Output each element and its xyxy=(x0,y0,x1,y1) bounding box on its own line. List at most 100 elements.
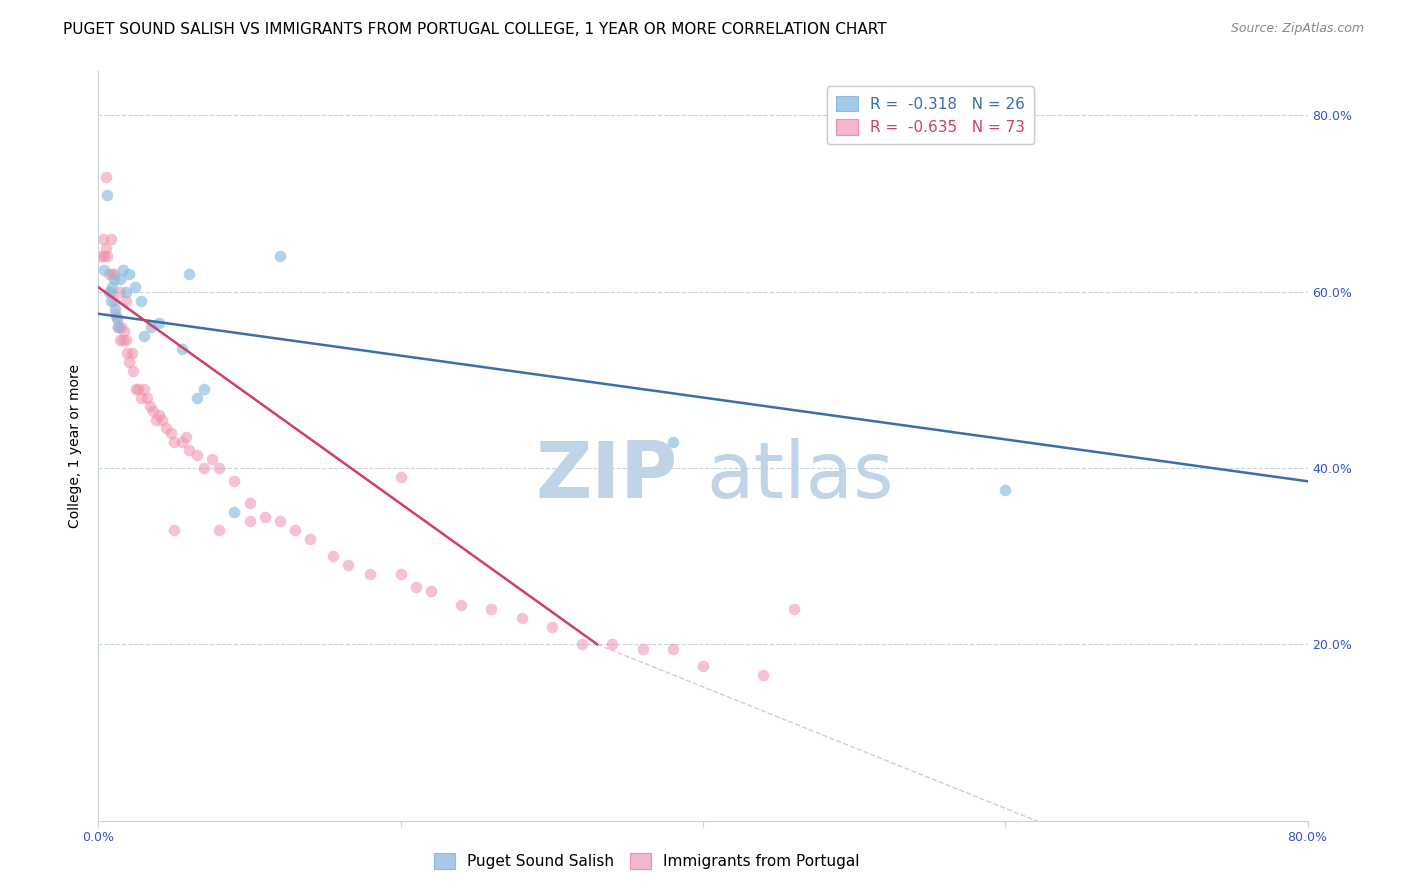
Point xyxy=(118,267,141,281)
Point xyxy=(112,325,135,339)
Point xyxy=(253,509,276,524)
Point xyxy=(100,293,122,308)
Point xyxy=(103,267,125,281)
Point xyxy=(100,285,122,299)
Point xyxy=(389,566,412,581)
Point xyxy=(105,311,128,326)
Point xyxy=(121,346,143,360)
Point xyxy=(93,262,115,277)
Point xyxy=(269,250,291,264)
Point xyxy=(360,566,382,581)
Text: PUGET SOUND SALISH VS IMMIGRANTS FROM PORTUGAL COLLEGE, 1 YEAR OR MORE CORRELATI: PUGET SOUND SALISH VS IMMIGRANTS FROM PO… xyxy=(63,22,887,37)
Point xyxy=(602,637,624,651)
Point xyxy=(170,342,193,356)
Point xyxy=(752,668,775,682)
Point xyxy=(269,514,291,528)
Point xyxy=(208,523,231,537)
Point xyxy=(139,400,162,414)
Point xyxy=(389,470,412,484)
Point xyxy=(101,267,124,281)
Point xyxy=(132,382,155,396)
Point xyxy=(114,285,136,299)
Point xyxy=(148,316,170,330)
Text: atlas: atlas xyxy=(706,438,893,514)
Point xyxy=(125,382,148,396)
Point xyxy=(510,611,533,625)
Point xyxy=(129,293,152,308)
Point xyxy=(193,382,215,396)
Point xyxy=(142,403,165,417)
Point xyxy=(98,267,121,281)
Point xyxy=(994,483,1017,497)
Point xyxy=(299,532,322,546)
Point xyxy=(631,641,654,656)
Point xyxy=(110,320,132,334)
Point xyxy=(115,346,138,360)
Point xyxy=(224,475,246,489)
Point xyxy=(163,523,186,537)
Point xyxy=(91,232,114,246)
Point xyxy=(284,523,307,537)
Point xyxy=(111,333,134,347)
Point xyxy=(193,461,215,475)
Point xyxy=(145,412,167,426)
Point xyxy=(96,250,118,264)
Point xyxy=(405,580,427,594)
Point xyxy=(94,170,117,185)
Point xyxy=(160,425,183,440)
Point xyxy=(420,584,443,599)
Point xyxy=(111,262,134,277)
Point xyxy=(124,280,146,294)
Point xyxy=(155,421,177,435)
Point xyxy=(107,320,129,334)
Point xyxy=(103,271,125,285)
Point xyxy=(93,250,115,264)
Point xyxy=(661,641,683,656)
Point xyxy=(208,461,231,475)
Point xyxy=(336,558,359,572)
Point xyxy=(150,412,173,426)
Point xyxy=(135,391,157,405)
Point xyxy=(163,434,186,449)
Point xyxy=(118,355,141,369)
Point xyxy=(101,280,124,294)
Point xyxy=(239,514,262,528)
Point xyxy=(96,187,118,202)
Text: Source: ZipAtlas.com: Source: ZipAtlas.com xyxy=(1230,22,1364,36)
Point xyxy=(98,285,121,299)
Point xyxy=(132,328,155,343)
Point xyxy=(170,434,193,449)
Point xyxy=(114,293,136,308)
Point xyxy=(224,505,246,519)
Point xyxy=(108,285,131,299)
Point xyxy=(141,320,163,334)
Point xyxy=(104,302,127,317)
Point xyxy=(114,333,136,347)
Point xyxy=(481,602,503,616)
Point xyxy=(179,267,201,281)
Point xyxy=(90,250,112,264)
Point xyxy=(692,659,714,673)
Point xyxy=(186,391,208,405)
Point xyxy=(129,391,152,405)
Point xyxy=(105,311,128,326)
Point xyxy=(122,364,145,378)
Y-axis label: College, 1 year or more: College, 1 year or more xyxy=(69,364,83,528)
Point xyxy=(108,271,131,285)
Point xyxy=(540,620,562,634)
Point xyxy=(100,232,122,246)
Point xyxy=(783,602,806,616)
Point xyxy=(94,241,117,255)
Point xyxy=(108,333,131,347)
Point xyxy=(186,448,208,462)
Point xyxy=(148,408,170,422)
Point xyxy=(174,430,197,444)
Point xyxy=(104,307,127,321)
Point xyxy=(127,382,149,396)
Point xyxy=(179,443,201,458)
Point xyxy=(450,598,472,612)
Legend: Puget Sound Salish, Immigrants from Portugal: Puget Sound Salish, Immigrants from Port… xyxy=(427,847,866,875)
Point xyxy=(571,637,593,651)
Point xyxy=(103,293,125,308)
Point xyxy=(239,496,262,510)
